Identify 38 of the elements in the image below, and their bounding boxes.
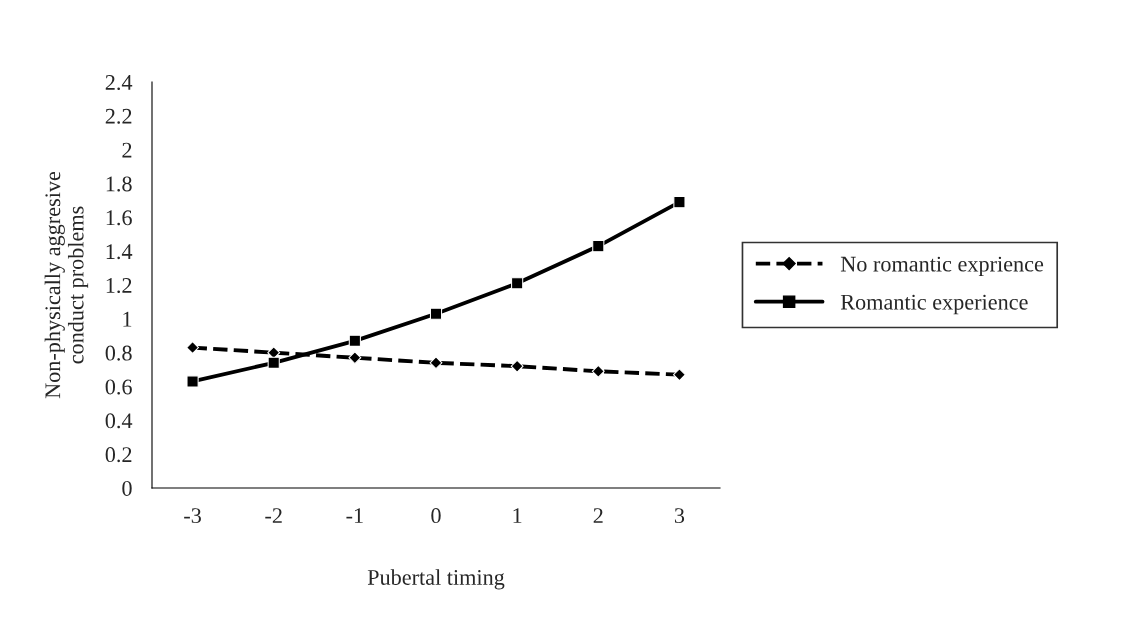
y-tick-label: 1.8 — [106, 176, 132, 192]
point — [510, 359, 524, 373]
x-tick-label: 2 — [593, 508, 603, 523]
point — [186, 375, 199, 388]
point — [348, 351, 362, 365]
y-tick-label: 1 — [123, 311, 132, 327]
x-tick-label: 0 — [431, 508, 441, 524]
y-tick-label: 1.6 — [106, 210, 132, 226]
legend-label: Romantic experience — [840, 294, 1028, 315]
x-tick-label: -2 — [265, 508, 282, 523]
y-tick-label: 1.2 — [106, 277, 132, 294]
point — [429, 307, 443, 320]
point — [511, 277, 524, 290]
point — [592, 240, 605, 253]
y-tick-label: 2.4 — [105, 74, 133, 91]
x-tick-label: -3 — [184, 508, 201, 524]
y-axis-title: Non-physically aggresive conduct problems — [44, 171, 89, 399]
y-tick-label: 0.8 — [105, 345, 132, 361]
x-axis-title: Pubertal timing — [367, 569, 505, 590]
y-tick-label: 2.2 — [105, 108, 132, 124]
point — [348, 334, 361, 347]
point — [267, 356, 280, 369]
point — [673, 368, 686, 382]
point — [267, 346, 281, 360]
point — [591, 364, 605, 378]
legend-label: No romantic exprience — [840, 256, 1044, 277]
point — [673, 196, 686, 209]
y-tick-label: 0.2 — [105, 447, 132, 463]
point — [186, 341, 199, 354]
point — [429, 356, 443, 370]
y-tick-label: 0.6 — [105, 379, 132, 395]
y-tick-label: 0 — [122, 480, 132, 496]
y-tick-label: 0.4 — [105, 413, 133, 429]
y-tick-label: 2 — [122, 142, 132, 158]
x-tick-label: -1 — [346, 508, 363, 523]
x-tick-label: 3 — [674, 508, 685, 524]
x-tick-label: 1 — [513, 508, 522, 523]
y-tick-label: 1.4 — [106, 244, 133, 260]
